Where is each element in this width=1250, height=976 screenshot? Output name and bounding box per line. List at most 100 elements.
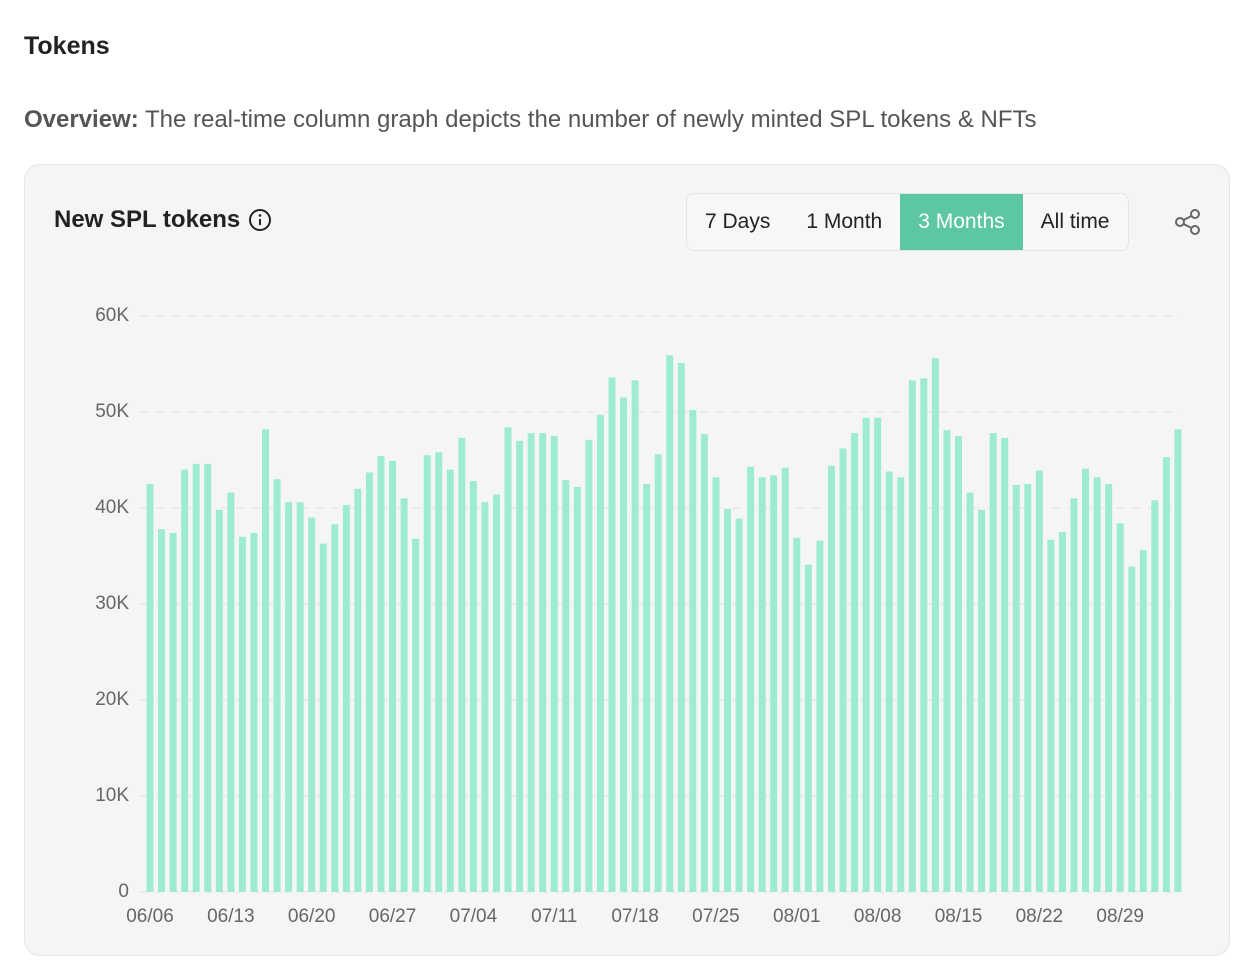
bar [550, 436, 558, 892]
bar [192, 463, 200, 892]
bar [712, 477, 720, 892]
bar [920, 378, 928, 892]
bar [677, 363, 685, 892]
bar [1035, 470, 1043, 892]
bar [354, 488, 362, 892]
bar [1174, 429, 1182, 892]
bar [250, 532, 258, 892]
bar [273, 479, 281, 892]
x-tick-label: 06/20 [288, 906, 336, 927]
bar [262, 429, 269, 892]
bar [1105, 484, 1113, 892]
bar [435, 452, 443, 892]
bar [793, 537, 801, 892]
bar [666, 355, 674, 892]
bar [897, 477, 905, 892]
overview-label: Overview: [24, 106, 139, 133]
bar [204, 463, 212, 892]
y-tick-label: 50K [95, 401, 129, 422]
bar [400, 498, 408, 892]
bar [781, 467, 789, 892]
bar [238, 536, 246, 892]
y-tick-label: 30K [95, 593, 129, 614]
bar [839, 448, 847, 892]
info-icon[interactable] [248, 208, 272, 232]
bar [1116, 523, 1124, 892]
y-tick-label: 40K [95, 497, 129, 518]
range-button[interactable]: 1 Month [806, 210, 883, 233]
x-tick-label: 06/27 [369, 906, 417, 927]
y-tick-label: 10K [95, 785, 129, 806]
bar [331, 524, 339, 892]
bar [816, 540, 824, 892]
bar [724, 508, 731, 892]
x-tick-label: 06/13 [207, 906, 255, 927]
x-tick-label: 08/01 [773, 906, 821, 927]
bar [1128, 566, 1136, 892]
bar [446, 469, 454, 892]
bar [504, 427, 512, 892]
bar [215, 509, 223, 892]
bar [747, 466, 755, 892]
bar [469, 481, 477, 892]
bar [389, 460, 397, 892]
x-tick-label: 08/22 [1016, 906, 1064, 927]
bar [1012, 484, 1020, 892]
bar [620, 397, 628, 892]
bar [874, 417, 882, 892]
bar [885, 471, 893, 892]
bar [573, 486, 581, 892]
overview: Overview: The real-time column graph dep… [24, 106, 1036, 134]
bar [770, 475, 778, 892]
bar [285, 502, 293, 892]
bar [585, 439, 593, 892]
bar [862, 417, 870, 892]
range-button[interactable]: 7 Days [705, 210, 771, 233]
bar [758, 477, 766, 892]
bar [735, 518, 743, 892]
bar [643, 484, 651, 892]
x-tick-label: 06/06 [126, 906, 174, 927]
x-tick-label: 07/18 [611, 906, 659, 927]
bar [851, 433, 859, 892]
bar [608, 377, 616, 892]
bar [493, 494, 500, 892]
bar [1093, 477, 1101, 892]
bar [412, 538, 420, 892]
bar [539, 433, 547, 892]
bar [654, 454, 662, 892]
bar [1047, 539, 1055, 892]
bar [1139, 550, 1147, 892]
bar [827, 465, 835, 892]
y-tick-label: 0 [118, 881, 129, 902]
bar [562, 480, 570, 892]
bar [296, 502, 304, 892]
bar [481, 502, 489, 892]
bar [1070, 498, 1078, 892]
x-tick-label: 07/04 [450, 906, 498, 927]
y-tick-label: 20K [95, 689, 129, 710]
bar [1024, 484, 1032, 892]
x-tick-label: 08/15 [935, 906, 983, 927]
bar [689, 410, 697, 892]
bar [804, 564, 812, 892]
x-tick-label: 08/08 [854, 906, 902, 927]
bar [516, 440, 524, 892]
bar [158, 529, 166, 892]
bar [1151, 500, 1159, 892]
chart-header: New SPL tokens [54, 206, 272, 234]
bar [377, 456, 385, 892]
range-button[interactable]: 3 Months [900, 194, 1023, 250]
range-button[interactable]: All time [1040, 210, 1110, 233]
bar [966, 492, 974, 892]
bar [181, 469, 189, 892]
bar [978, 509, 986, 892]
bar [1082, 468, 1090, 892]
section-title: Tokens [24, 32, 110, 60]
bar [955, 436, 962, 892]
x-tick-label: 07/11 [531, 906, 577, 927]
range-buttons: 7 Days 1 Month 3 Months All time [686, 193, 1129, 251]
share-icon[interactable] [1174, 208, 1202, 236]
bar [943, 430, 951, 892]
bar [458, 437, 466, 892]
